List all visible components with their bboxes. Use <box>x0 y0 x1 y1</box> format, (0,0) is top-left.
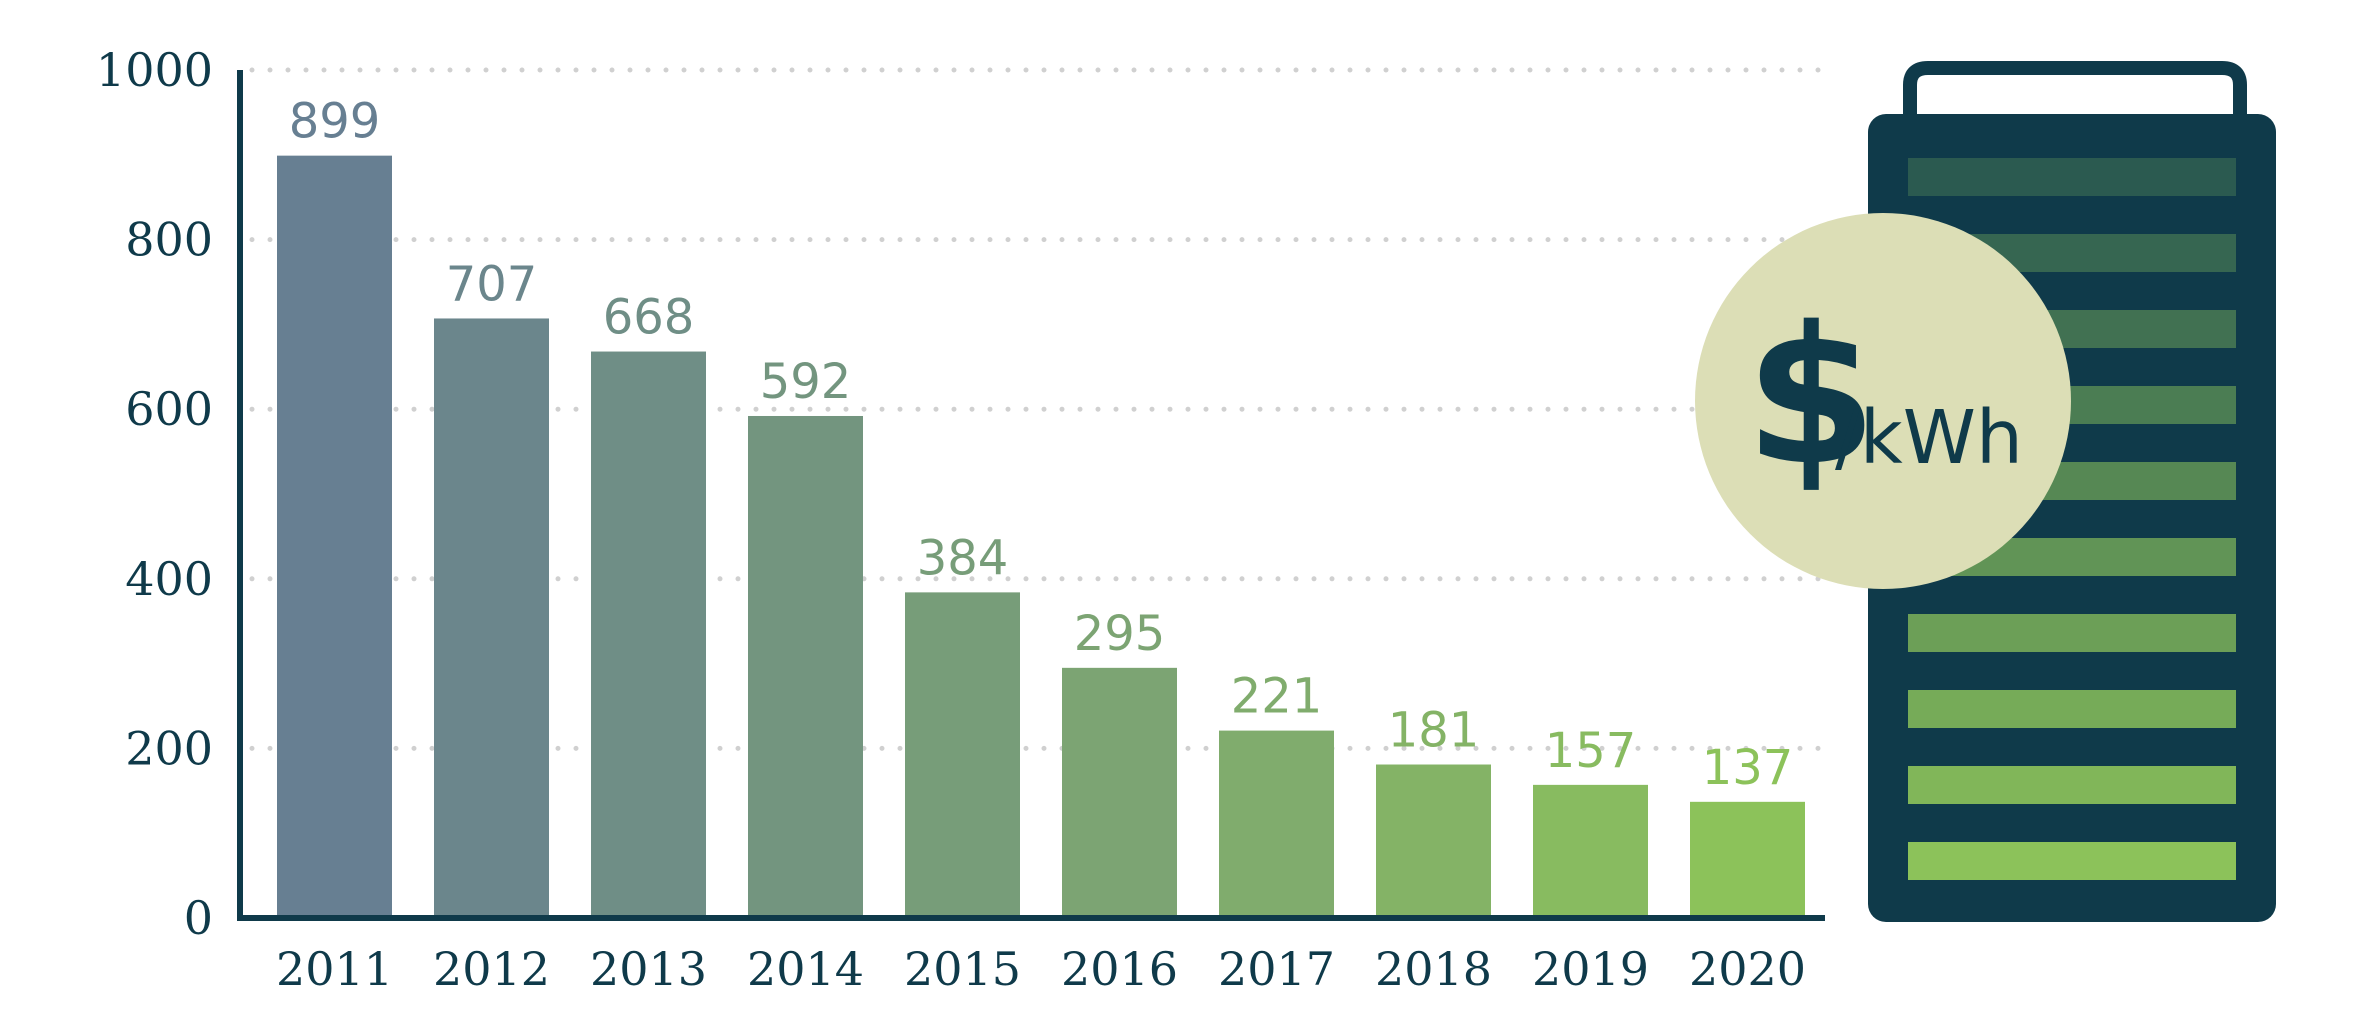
data-label: 181 <box>1388 703 1480 759</box>
currency-symbol: $ <box>1745 286 1877 507</box>
data-labels: 899 707 668 592 384 295 221 181 157 137 <box>289 94 1794 796</box>
bar <box>1533 784 1648 918</box>
bar <box>434 318 549 918</box>
battery-cell <box>1908 690 2236 728</box>
bar <box>591 351 706 918</box>
bar <box>1376 764 1491 918</box>
y-tick-label: 0 <box>184 891 213 945</box>
axes <box>237 70 1825 921</box>
data-label: 157 <box>1545 723 1637 779</box>
bar <box>905 592 1020 918</box>
x-tick-label: 2019 <box>1532 942 1649 996</box>
battery-cell <box>1908 842 2236 880</box>
x-tick-labels: 2011 2012 2013 2014 2015 2016 2017 2018 2019 2020 <box>276 942 1806 996</box>
y-tick-label: 200 <box>125 721 213 775</box>
bars <box>277 155 1805 918</box>
data-label: 592 <box>760 354 852 410</box>
battery-handle <box>1903 61 2247 130</box>
bar <box>277 155 392 918</box>
bar <box>1690 801 1805 918</box>
unit-label: /kWh <box>1835 395 2023 481</box>
data-label: 384 <box>917 530 1009 586</box>
x-tick-label: 2012 <box>433 942 550 996</box>
y-tick-label: 800 <box>125 213 213 267</box>
x-tick-label: 2017 <box>1218 942 1335 996</box>
price-badge-icon: $ /kWh <box>1695 213 2071 589</box>
bar <box>1062 667 1177 918</box>
price-badge-circle <box>1695 213 2071 589</box>
x-tick-label: 2011 <box>276 942 393 996</box>
y-tick-labels: 0 200 400 600 800 1000 <box>96 43 213 945</box>
bar <box>748 415 863 918</box>
y-tick-label: 1000 <box>96 43 213 97</box>
data-label: 137 <box>1702 740 1794 796</box>
data-label: 295 <box>1074 606 1166 662</box>
x-tick-label: 2016 <box>1061 942 1178 996</box>
x-tick-label: 2013 <box>590 942 707 996</box>
x-tick-label: 2015 <box>904 942 1021 996</box>
data-label: 707 <box>446 256 538 312</box>
battery-cell <box>1908 766 2236 804</box>
y-tick-label: 600 <box>125 382 213 436</box>
data-label: 899 <box>289 94 381 150</box>
x-tick-label: 2018 <box>1375 942 1492 996</box>
bar <box>1219 730 1334 918</box>
x-tick-label: 2020 <box>1689 942 1806 996</box>
battery-cell <box>1908 158 2236 196</box>
data-label: 668 <box>603 290 695 346</box>
gridlines <box>249 67 1833 751</box>
battery-cell <box>1908 614 2236 652</box>
y-tick-label: 400 <box>125 552 213 606</box>
data-label: 221 <box>1231 669 1323 725</box>
x-tick-label: 2014 <box>747 942 864 996</box>
